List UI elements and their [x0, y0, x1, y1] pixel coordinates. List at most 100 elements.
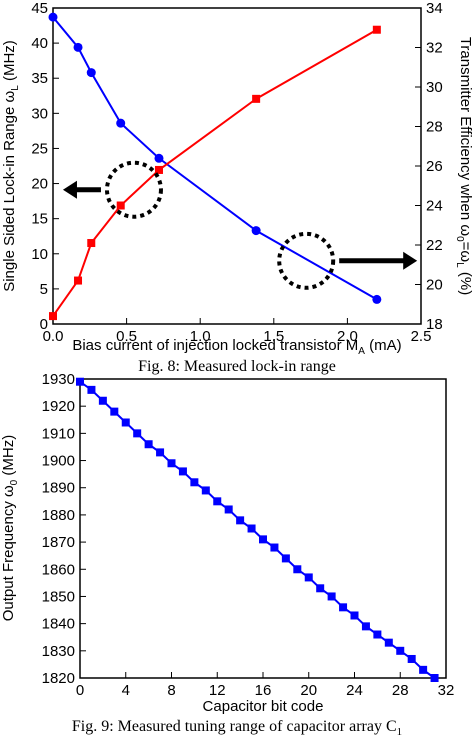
y-tick-label: 1830	[42, 643, 75, 660]
right-y-axis-ticks: 18 20 22 24 26 28 30 32 34	[415, 0, 443, 333]
left-series-point	[48, 12, 58, 22]
series-point	[167, 459, 176, 468]
y-axis-title: Output Frequency ω0 (MHz)	[0, 435, 20, 622]
x-axis-title: Capacitor bit code	[203, 698, 324, 715]
series-point	[270, 543, 279, 552]
x-tick-label: 16	[255, 682, 272, 699]
x-tick-label: 2.5	[411, 328, 432, 345]
plot-frame	[52, 7, 422, 325]
series-point	[178, 467, 187, 476]
series-point	[224, 505, 233, 514]
series-point	[384, 638, 393, 647]
x-tick-label: 1.5	[263, 328, 284, 345]
series-point	[350, 611, 359, 620]
x-tick-label: 0	[76, 682, 84, 699]
y-tick-label: 1920	[42, 398, 75, 415]
right-y-tick-label: 18	[426, 316, 443, 333]
series-point	[373, 630, 382, 639]
right-series-point	[74, 276, 83, 285]
series-layer	[76, 377, 439, 682]
left-y-tick-label: 15	[31, 211, 48, 228]
y-tick-label: 1860	[42, 561, 75, 578]
series-point	[156, 448, 165, 457]
series-point	[293, 565, 302, 574]
x-tick-label: 0.5	[116, 328, 137, 345]
series-point	[247, 524, 256, 533]
x-tick-label: 12	[209, 682, 226, 699]
series-point	[327, 592, 336, 601]
y-axis-ticks: 1820 1830 1840 1850 1860 1870 1880 1890 1900 1910…	[42, 371, 86, 687]
y-tick-label: 1910	[42, 425, 75, 442]
series-point	[87, 385, 96, 394]
left-series-point	[251, 226, 261, 236]
lock-in-range-chart: 0.0 0.5 1.0 1.5 2.0 2.5 0 5 10 15 20 25 30 35 40 45 18…	[1, 0, 474, 375]
left-y-axis-title: Single Sided Lock-in Range ωL (MHz)	[1, 40, 21, 292]
tuning-range-chart: 0 4 8 12 16 20 24 28 32 1820 1830 1840 1850 1860 1870…	[0, 371, 454, 737]
right-series-line	[52, 28, 378, 317]
series-point	[316, 584, 325, 593]
series-point	[236, 516, 245, 525]
right-y-tick-label: 34	[426, 0, 443, 17]
right-y-tick-label: 20	[426, 277, 443, 294]
left-series-point	[372, 294, 382, 304]
right-y-tick-label: 24	[426, 198, 443, 215]
dotted-circle-marker	[104, 160, 163, 219]
x-tick-label: 8	[167, 682, 175, 699]
series-point	[133, 429, 142, 438]
y-tick-label: 1820	[42, 670, 75, 687]
right-series-point	[49, 312, 57, 321]
series-layer	[48, 12, 382, 321]
series-point	[76, 377, 84, 386]
left-y-tick-label: 30	[31, 105, 48, 122]
series-point	[190, 478, 199, 487]
left-y-tick-label: 40	[31, 35, 48, 52]
right-y-tick-label: 30	[426, 79, 443, 96]
right-y-tick-label: 28	[426, 119, 443, 136]
left-series-point	[86, 68, 96, 78]
series-point	[281, 554, 290, 563]
series-point	[110, 407, 119, 416]
x-tick-label: 0.0	[43, 328, 64, 345]
left-y-tick-label: 20	[31, 176, 48, 193]
series-point	[121, 418, 130, 427]
y-tick-label: 1900	[42, 453, 75, 470]
left-series-point	[116, 118, 126, 128]
dotted-circle-marker	[277, 231, 336, 290]
left-y-tick-label: 0	[40, 316, 48, 333]
right-arrow-head	[403, 251, 418, 270]
left-y-tick-label: 25	[31, 140, 48, 157]
left-y-axis-ticks: 0 5 10 15 20 25 30 35 40 45	[31, 0, 59, 333]
y-tick-label: 1840	[42, 616, 75, 633]
right-y-tick-label: 32	[426, 40, 443, 57]
right-y-axis-title: Transmitter Efficiency when ω0=ωL (%)	[454, 37, 474, 295]
series-point	[144, 440, 153, 449]
y-tick-label: 1930	[42, 371, 75, 388]
y-tick-label: 1870	[42, 534, 75, 551]
series-line	[79, 380, 436, 679]
x-axis-ticks: 0 4 8 12 16 20 24 28 32	[76, 672, 455, 699]
left-y-tick-label: 35	[31, 70, 48, 87]
right-series-point	[252, 94, 261, 103]
right-series-point	[87, 239, 96, 248]
x-axis-title: Bias current of injection locked transis…	[72, 337, 401, 357]
series-point	[419, 665, 428, 674]
left-y-tick-label: 5	[40, 281, 48, 298]
x-tick-label: 4	[122, 682, 130, 699]
right-series-point	[116, 201, 125, 210]
series-point	[396, 646, 405, 655]
y-tick-label: 1890	[42, 480, 75, 497]
left-y-tick-label: 45	[31, 0, 48, 17]
y-tick-label: 1880	[42, 507, 75, 524]
series-point	[304, 573, 313, 582]
left-y-tick-label: 10	[31, 246, 48, 263]
x-tick-label: 1.0	[190, 328, 211, 345]
right-y-tick-label: 22	[426, 237, 443, 254]
x-tick-label: 2.0	[337, 328, 358, 345]
left-series-point	[154, 153, 164, 163]
x-tick-label: 32	[438, 682, 455, 699]
right-y-tick-label: 26	[426, 158, 443, 175]
y-tick-label: 1850	[42, 588, 75, 605]
left-arrow-head	[62, 180, 77, 199]
annotation-layer	[62, 160, 418, 290]
